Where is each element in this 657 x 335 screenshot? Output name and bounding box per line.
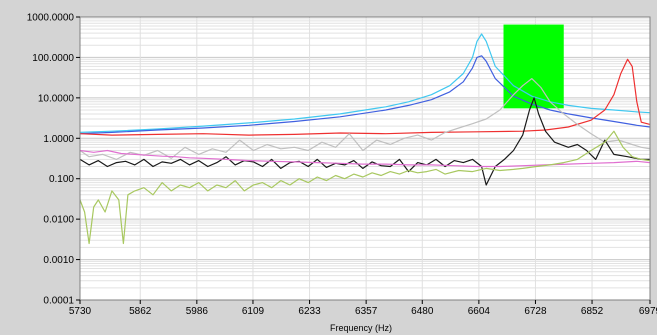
- x-tick-label: 6109: [242, 306, 265, 317]
- y-tick-label: 0.0001: [43, 296, 74, 307]
- series-line-7: [79, 130, 651, 245]
- y-tick-label: 10.0000: [38, 93, 75, 104]
- x-tick-label: 6604: [468, 306, 491, 317]
- x-axis-ticks: 5730 5862 5986 6109 6233 6357 6480 6604 6728 6852…: [69, 300, 657, 317]
- x-tick-label: 5986: [186, 306, 209, 317]
- x-tick-label: 6979: [639, 306, 657, 317]
- y-tick-label: 0.100: [49, 174, 74, 185]
- plot-border: [79, 16, 651, 301]
- y-tick-label: 100.0000: [32, 53, 74, 64]
- series-line-2: [79, 55, 651, 135]
- x-tick-label: 6233: [298, 306, 321, 317]
- series-line-5: [79, 97, 650, 186]
- y-tick-label: 0.0010: [43, 255, 74, 266]
- x-tick-label: 6357: [355, 306, 378, 317]
- x-tick-label: 6480: [411, 306, 434, 317]
- series-line-4: [79, 77, 651, 160]
- x-tick-label: 6852: [581, 306, 604, 317]
- series-layer: [79, 33, 651, 245]
- x-axis-title: Frequency (Hz): [330, 323, 392, 333]
- series-line-1: [79, 33, 651, 133]
- x-tick-label: 5730: [69, 306, 92, 317]
- series-line-3: [79, 58, 651, 136]
- y-tick-label: 1.0000: [43, 134, 74, 145]
- x-tick-label: 5862: [129, 306, 152, 317]
- x-tick-label: 6728: [524, 306, 547, 317]
- y-tick-label: 1000.0000: [27, 13, 75, 24]
- y-axis-ticks: 0.0001 0.0010 0.0100 0.100 1.0000 10.0000 100.…: [27, 13, 80, 307]
- y-tick-label: 0.0100: [43, 215, 74, 226]
